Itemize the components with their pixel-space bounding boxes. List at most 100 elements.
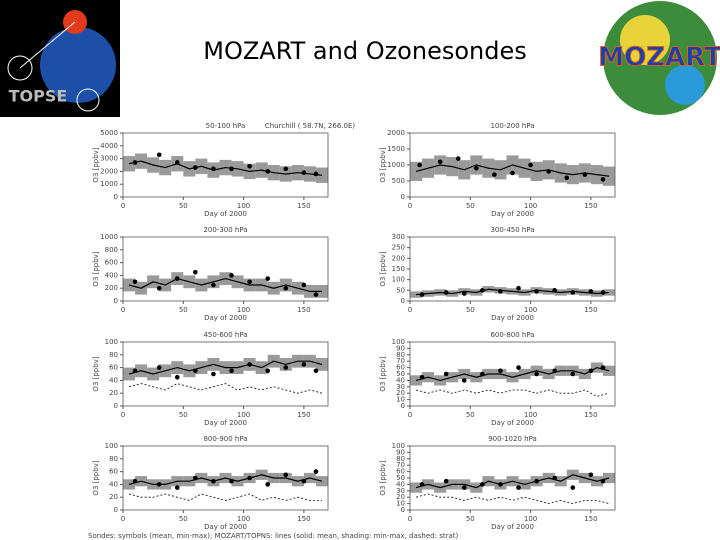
sonde-point xyxy=(132,279,138,285)
sonde-point xyxy=(498,368,503,374)
sonde-point xyxy=(534,478,539,484)
sonde-point xyxy=(534,371,539,377)
sonde-point xyxy=(480,288,485,293)
y-tick-label: 150 xyxy=(392,265,405,273)
sonde-point xyxy=(419,374,425,380)
y-tick-label: 800 xyxy=(105,246,118,254)
sonde-point xyxy=(492,172,497,177)
x-tick-label: 150 xyxy=(584,515,597,523)
sonde-point xyxy=(516,365,521,370)
sonde-point xyxy=(247,475,252,481)
y-tick-label: 1000 xyxy=(387,161,405,169)
sonde-point xyxy=(570,371,576,377)
sonde-point xyxy=(510,170,515,176)
sonde-point xyxy=(193,269,198,275)
sonde-point xyxy=(247,163,252,169)
sonde-point xyxy=(301,170,307,175)
x-tick-label: 0 xyxy=(121,202,125,210)
panel-title: 800-900 hPa xyxy=(203,435,247,443)
sonde-point xyxy=(437,159,443,165)
sonde-point xyxy=(156,365,162,370)
y-tick-label: 0 xyxy=(401,402,405,410)
sonde-point xyxy=(516,485,521,490)
x-tick-label: 150 xyxy=(584,306,597,314)
x-tick-label: 100 xyxy=(524,515,537,523)
y-tick-label: 1000 xyxy=(100,180,118,188)
sonde-point xyxy=(229,368,234,374)
y-tick-label: 0 xyxy=(401,297,405,305)
sonde-point xyxy=(265,368,271,374)
plot-frame xyxy=(122,132,329,198)
sonde-point xyxy=(443,371,449,377)
sonde-point xyxy=(313,292,319,297)
sonde-point xyxy=(265,169,271,174)
plot-frame xyxy=(122,445,329,511)
sonde-point xyxy=(174,374,180,380)
x-tick-label: 0 xyxy=(121,515,125,523)
y-tick-label: 0 xyxy=(401,506,405,514)
location: Churchill ( 58.7N, 266.0E) xyxy=(265,122,356,130)
x-tick-label: 0 xyxy=(408,411,412,419)
sonde-point xyxy=(229,478,234,484)
y-tick-label: 0 xyxy=(114,506,118,514)
sonde-point xyxy=(174,276,180,281)
x-axis-label: Day of 2000 xyxy=(204,314,247,322)
y-axis-label: O3 [ppbv] xyxy=(92,356,100,391)
sonde-point xyxy=(498,289,503,294)
y-tick-label: 20 xyxy=(109,493,118,501)
x-tick-label: 50 xyxy=(466,515,475,523)
sonde-point xyxy=(552,288,558,293)
y-tick-label: 100 xyxy=(105,442,118,450)
mean-line xyxy=(415,474,610,489)
x-tick-label: 100 xyxy=(524,411,537,419)
panel-title: 100-200 hPa xyxy=(490,122,534,130)
sonde-point xyxy=(498,482,503,487)
plot-frame xyxy=(409,341,616,407)
sonde-point xyxy=(480,371,485,377)
sonde-point xyxy=(132,368,138,374)
panel-title: 300-450 hPa xyxy=(490,226,534,234)
y-axis-label: O3 [ppbv] xyxy=(379,460,387,495)
sonde-point xyxy=(301,362,307,367)
sonde-point xyxy=(570,485,576,490)
y-tick-label: 50 xyxy=(396,474,405,482)
sonde-point xyxy=(534,289,539,294)
x-tick-label: 100 xyxy=(524,306,537,314)
panel-title: 450-600 hPa xyxy=(203,331,247,339)
y-tick-label: 40 xyxy=(396,480,405,488)
sonde-point xyxy=(443,478,449,484)
sonde-point xyxy=(419,292,425,297)
y-tick-label: 300 xyxy=(392,233,405,241)
caption: Sondes: symbols (mean, min-max); MOZART/… xyxy=(88,532,459,540)
sonde-point xyxy=(283,166,289,172)
sonde-point xyxy=(600,290,606,295)
sonde-point xyxy=(211,282,216,288)
y-tick-label: 60 xyxy=(396,468,405,476)
y-tick-label: 40 xyxy=(109,480,118,488)
sonde-point xyxy=(301,282,307,288)
sonde-point xyxy=(588,472,594,478)
y-tick-label: 10 xyxy=(396,396,405,404)
sonde-point xyxy=(516,285,521,291)
y-tick-label: 10 xyxy=(396,500,405,508)
strat-line xyxy=(128,383,323,394)
sonde-point xyxy=(546,169,551,174)
y-tick-label: 90 xyxy=(396,448,405,456)
logo-left-text: TOPSE xyxy=(9,87,68,106)
y-tick-label: 20 xyxy=(396,389,405,397)
y-tick-label: 40 xyxy=(396,376,405,384)
sonde-point xyxy=(528,162,533,168)
y-tick-label: 20 xyxy=(396,493,405,501)
y-tick-label: 80 xyxy=(109,351,118,359)
circle xyxy=(7,55,33,81)
y-tick-label: 1000 xyxy=(100,233,118,241)
sonde-point xyxy=(211,371,216,377)
plot-frame xyxy=(409,236,616,302)
y-tick-label: 0 xyxy=(114,402,118,410)
mean-line xyxy=(415,164,610,177)
sonde-point xyxy=(600,478,606,484)
y-tick-label: 400 xyxy=(105,271,118,279)
y-tick-label: 60 xyxy=(396,364,405,372)
sonde-point xyxy=(419,482,425,487)
